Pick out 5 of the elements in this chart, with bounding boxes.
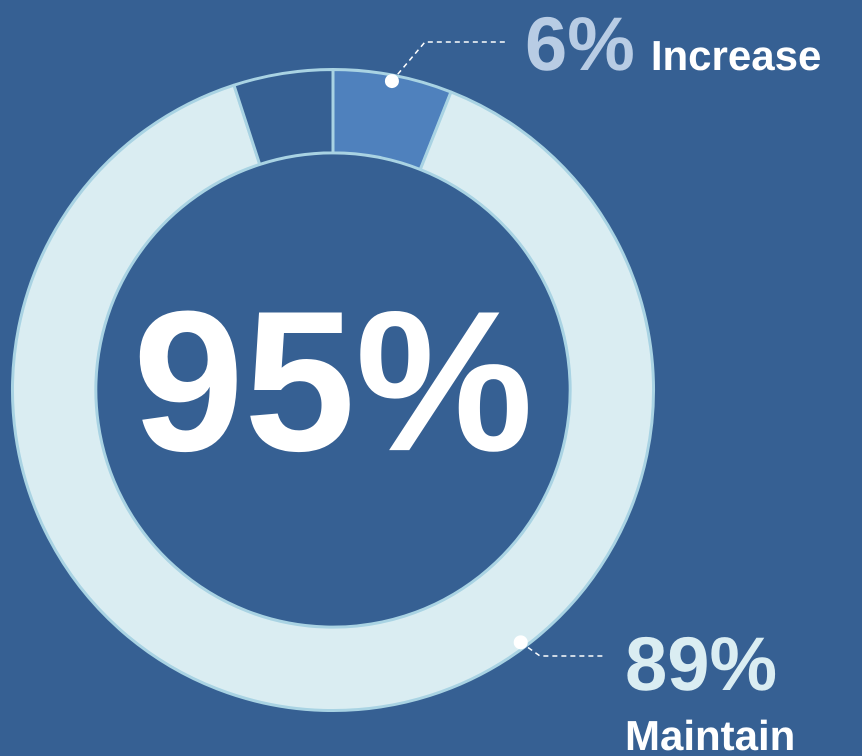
data-label: 6% bbox=[525, 2, 635, 87]
text: 95% bbox=[132, 270, 534, 494]
data-label: 89% bbox=[625, 622, 778, 707]
slice-label: Increase bbox=[650, 32, 822, 79]
slice-label: Maintain bbox=[625, 712, 796, 756]
